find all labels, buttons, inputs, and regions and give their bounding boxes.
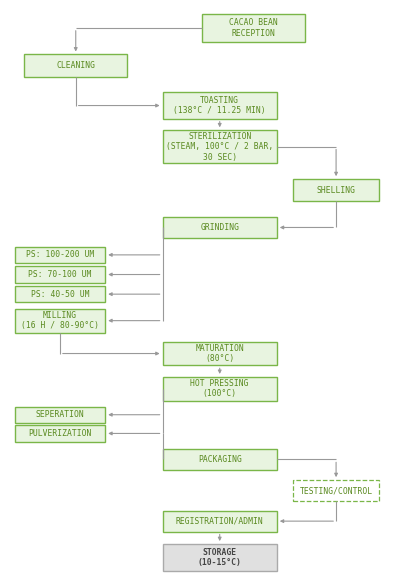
Text: CLEANING: CLEANING <box>56 62 95 70</box>
FancyBboxPatch shape <box>162 511 277 532</box>
Text: CACAO BEAN
RECEPTION: CACAO BEAN RECEPTION <box>229 18 278 38</box>
FancyBboxPatch shape <box>202 14 304 42</box>
Text: TESTING/CONTROL: TESTING/CONTROL <box>300 486 373 495</box>
Text: SEPERATION: SEPERATION <box>36 410 84 419</box>
FancyBboxPatch shape <box>24 55 127 77</box>
FancyBboxPatch shape <box>15 247 105 263</box>
FancyBboxPatch shape <box>162 92 277 119</box>
Text: PACKAGING: PACKAGING <box>198 455 242 464</box>
FancyBboxPatch shape <box>15 407 105 423</box>
Text: PS: 70-100 UM: PS: 70-100 UM <box>28 270 92 279</box>
FancyBboxPatch shape <box>15 266 105 283</box>
FancyBboxPatch shape <box>162 544 277 571</box>
Text: REGISTRATION/ADMIN: REGISTRATION/ADMIN <box>176 517 264 526</box>
Text: PS: 40-50 UM: PS: 40-50 UM <box>31 290 89 299</box>
FancyBboxPatch shape <box>162 377 277 400</box>
FancyBboxPatch shape <box>15 425 105 442</box>
FancyBboxPatch shape <box>293 179 380 201</box>
FancyBboxPatch shape <box>162 130 277 163</box>
Text: STORAGE
(10-15°C): STORAGE (10-15°C) <box>198 548 242 568</box>
Text: HOT PRESSING
(100°C): HOT PRESSING (100°C) <box>190 379 249 399</box>
Text: SHELLING: SHELLING <box>316 185 356 195</box>
Text: PS: 100-200 UM: PS: 100-200 UM <box>26 250 94 259</box>
Text: TOASTING
(138°C / 11.25 MIN): TOASTING (138°C / 11.25 MIN) <box>174 96 266 115</box>
FancyBboxPatch shape <box>293 480 380 501</box>
FancyBboxPatch shape <box>162 217 277 238</box>
FancyBboxPatch shape <box>15 309 105 332</box>
FancyBboxPatch shape <box>15 286 105 302</box>
Text: MILLING
(16 H / 80-90°C): MILLING (16 H / 80-90°C) <box>21 311 99 331</box>
Text: GRINDING: GRINDING <box>200 223 239 232</box>
Text: MATURATION
(80°C): MATURATION (80°C) <box>195 344 244 363</box>
FancyBboxPatch shape <box>162 449 277 470</box>
FancyBboxPatch shape <box>162 342 277 365</box>
Text: PULVERIZATION: PULVERIZATION <box>28 429 92 438</box>
Text: STERILIZATION
(STEAM, 100°C / 2 BAR,
30 SEC): STERILIZATION (STEAM, 100°C / 2 BAR, 30 … <box>166 132 273 162</box>
